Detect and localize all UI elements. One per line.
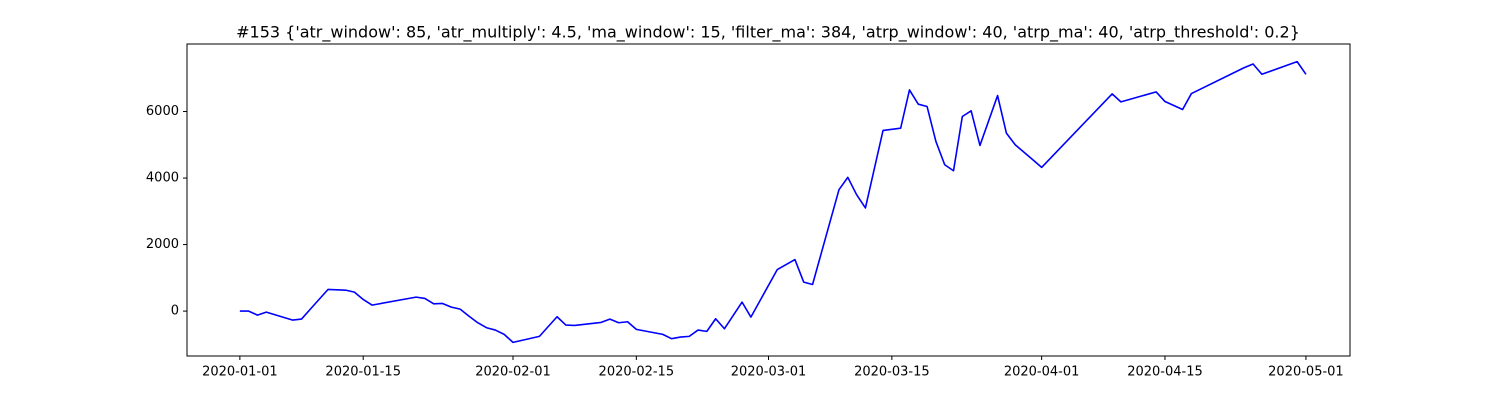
chart-title: #153 {'atr_window': 85, 'atr_multiply': … [236, 23, 1300, 43]
y-tick-label: 6000 [146, 104, 179, 119]
x-tick-label: 2020-02-01 [475, 365, 551, 380]
y-tick-label: 0 [171, 304, 179, 319]
x-tick-label: 2020-01-15 [325, 365, 401, 380]
x-tick-label: 2020-03-01 [731, 365, 807, 380]
y-tick-label: 2000 [146, 237, 179, 252]
x-tick-label: 2020-04-15 [1127, 365, 1203, 380]
x-tick-label: 2020-02-15 [599, 365, 675, 380]
plot-frame [186, 43, 1351, 357]
x-tick-label: 2020-05-01 [1268, 365, 1344, 380]
x-tick-label: 2020-03-15 [854, 365, 930, 380]
x-tick-label: 2020-04-01 [1004, 365, 1080, 380]
x-tick-label: 2020-01-01 [202, 365, 278, 380]
line-series [239, 60, 1307, 344]
y-tick-label: 4000 [146, 171, 179, 186]
